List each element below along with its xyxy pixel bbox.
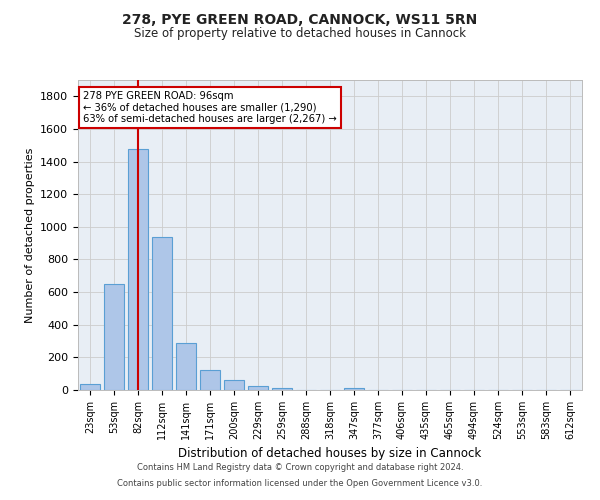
Bar bbox=[200, 370, 220, 390]
Text: 278 PYE GREEN ROAD: 96sqm
← 36% of detached houses are smaller (1,290)
63% of se: 278 PYE GREEN ROAD: 96sqm ← 36% of detac… bbox=[83, 91, 337, 124]
Bar bbox=[248, 386, 268, 390]
Bar bbox=[152, 238, 172, 390]
Text: 278, PYE GREEN ROAD, CANNOCK, WS11 5RN: 278, PYE GREEN ROAD, CANNOCK, WS11 5RN bbox=[122, 12, 478, 26]
Bar bbox=[128, 150, 148, 390]
Text: Size of property relative to detached houses in Cannock: Size of property relative to detached ho… bbox=[134, 28, 466, 40]
Bar bbox=[344, 388, 364, 390]
Bar bbox=[272, 388, 292, 390]
Bar bbox=[224, 380, 244, 390]
Bar bbox=[176, 342, 196, 390]
Y-axis label: Number of detached properties: Number of detached properties bbox=[25, 148, 35, 322]
Bar bbox=[80, 384, 100, 390]
Text: Contains public sector information licensed under the Open Government Licence v3: Contains public sector information licen… bbox=[118, 478, 482, 488]
Bar bbox=[104, 284, 124, 390]
X-axis label: Distribution of detached houses by size in Cannock: Distribution of detached houses by size … bbox=[178, 448, 482, 460]
Text: Contains HM Land Registry data © Crown copyright and database right 2024.: Contains HM Land Registry data © Crown c… bbox=[137, 464, 463, 472]
